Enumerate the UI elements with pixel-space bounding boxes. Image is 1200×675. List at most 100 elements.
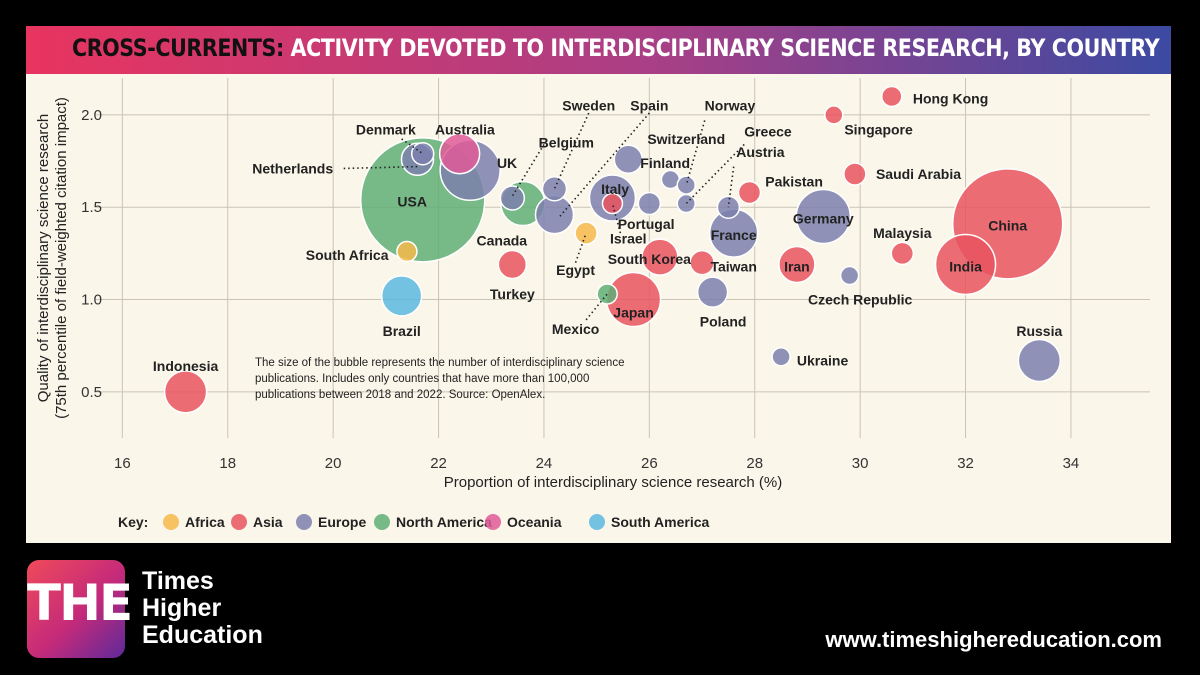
note-line-2: publications. Includes only countries th… xyxy=(255,373,589,385)
leader-line xyxy=(511,144,545,197)
label-japan: Japan xyxy=(613,304,653,320)
leader-line xyxy=(585,293,608,321)
bubble-sweden xyxy=(541,176,568,202)
x-tick-label: 24 xyxy=(536,455,553,472)
bubble-ukraine xyxy=(771,347,791,367)
leader-line xyxy=(343,165,418,170)
bubble-switzerland xyxy=(613,144,644,174)
leader-line xyxy=(574,232,587,263)
y-tick-label: 1.5 xyxy=(81,199,102,216)
x-tick-label: 34 xyxy=(1063,455,1080,472)
bubble-germany xyxy=(795,188,852,245)
bubble-hong-kong xyxy=(881,85,903,108)
label-hong-kong: Hong Kong xyxy=(913,90,988,106)
label-germany: Germany xyxy=(793,210,854,226)
bubble-south-africa xyxy=(396,240,418,263)
x-tick-label: 16 xyxy=(114,455,131,472)
bubble-portugal xyxy=(637,191,662,216)
bubbles xyxy=(163,85,1064,414)
x-tick-label: 32 xyxy=(957,455,974,472)
legend-label-north-america: North America xyxy=(396,514,492,530)
label-israel: Israel xyxy=(610,231,647,247)
label-italy: Italy xyxy=(601,181,629,197)
leader-line xyxy=(559,112,650,217)
label-portugal: Portugal xyxy=(618,216,675,232)
bubble-israel xyxy=(601,192,624,215)
title-prefix: CROSS-CURRENTS: xyxy=(71,34,284,62)
bubble-singapore xyxy=(824,105,844,125)
y-tick-label: 2.0 xyxy=(81,107,102,124)
brand-name: Times Higher Education xyxy=(142,568,263,649)
label-south-africa: South Africa xyxy=(306,247,389,263)
x-tick-label: 22 xyxy=(430,455,447,472)
label-turkey: Turkey xyxy=(490,286,535,302)
bubble-indonesia xyxy=(163,370,208,414)
label-china: China xyxy=(988,218,1027,234)
bubble-australia xyxy=(438,132,481,175)
label-poland: Poland xyxy=(700,314,747,330)
legend-label-asia: Asia xyxy=(253,514,283,530)
bubble-denmark xyxy=(410,141,435,166)
bubble-india xyxy=(934,233,997,296)
brand-line-3: Education xyxy=(142,621,263,649)
legend-swatch-oceania xyxy=(485,514,501,530)
bubble-brazil xyxy=(380,275,423,317)
logo-text: THE xyxy=(27,574,133,632)
label-ukraine: Ukraine xyxy=(797,352,849,368)
label-netherlands: Netherlands xyxy=(252,160,333,176)
bubble-russia xyxy=(1017,338,1062,383)
label-sweden: Sweden xyxy=(562,98,615,114)
brand-line-2: Higher xyxy=(142,594,222,622)
label-mexico: Mexico xyxy=(552,321,599,337)
legend-label-oceania: Oceania xyxy=(507,514,562,530)
label-iran: Iran xyxy=(784,258,810,274)
bubble-iran xyxy=(778,245,816,284)
label-indonesia: Indonesia xyxy=(153,358,219,374)
label-uk: UK xyxy=(497,155,517,171)
bubble-turkey xyxy=(497,249,528,280)
header-bar: CROSS-CURRENTS: ACTIVITY DEVOTED TO INTE… xyxy=(26,26,1171,74)
legend-label-europe: Europe xyxy=(318,514,366,530)
x-tick-label: 28 xyxy=(746,455,763,472)
x-tick-label: 30 xyxy=(852,455,869,472)
label-egypt: Egypt xyxy=(556,262,595,278)
label-norway: Norway xyxy=(705,98,756,114)
label-finland: Finland xyxy=(640,155,690,171)
legend-title: Key: xyxy=(118,514,148,530)
leader-line xyxy=(685,143,745,205)
legend-label-south-america: South America xyxy=(611,514,709,530)
bubble-czech-republic xyxy=(839,265,860,286)
label-south-korea: South Korea xyxy=(608,251,691,267)
bubble-belgium xyxy=(499,185,526,211)
y-tick-label: 1.0 xyxy=(81,292,102,309)
x-axis-label: Proportion of interdisciplinary science … xyxy=(444,474,782,491)
legend-swatch-south-america xyxy=(589,514,605,530)
axis-ticks: 16 18 20 22 24 26 28 30 32 34 0.5 1.0 1.5 2.0 xyxy=(81,107,1079,472)
label-india: India xyxy=(949,258,982,274)
y-axis-label-line-1: Quality of interdisciplinary science res… xyxy=(35,114,52,402)
label-france: France xyxy=(711,227,757,243)
label-belgium: Belgium xyxy=(539,135,594,151)
bubble-greece xyxy=(676,193,696,214)
label-singapore: Singapore xyxy=(844,122,913,138)
y-axis-label-line-2: (75th percentile of field-weighted citat… xyxy=(53,97,70,419)
label-greece: Greece xyxy=(744,124,792,140)
bubble-egypt xyxy=(574,221,598,245)
label-denmark: Denmark xyxy=(356,122,416,138)
bubble-saudi-arabia xyxy=(843,162,867,186)
bubble-mexico xyxy=(596,283,618,305)
label-canada: Canada xyxy=(477,232,528,248)
leader-line xyxy=(611,203,622,234)
label-malaysia: Malaysia xyxy=(873,225,932,241)
legend-swatch-africa xyxy=(163,514,179,530)
legend-swatch-north-america xyxy=(374,514,390,530)
label-switzerland: Switzerland xyxy=(647,131,725,147)
label-russia: Russia xyxy=(1016,323,1062,339)
label-spain: Spain xyxy=(630,98,668,114)
label-austria: Austria xyxy=(736,144,784,160)
website-url[interactable]: www.timeshighereducation.com xyxy=(825,627,1162,652)
legend-swatch-europe xyxy=(296,514,312,530)
note-line-1: The size of the bubble represents the nu… xyxy=(255,357,624,369)
